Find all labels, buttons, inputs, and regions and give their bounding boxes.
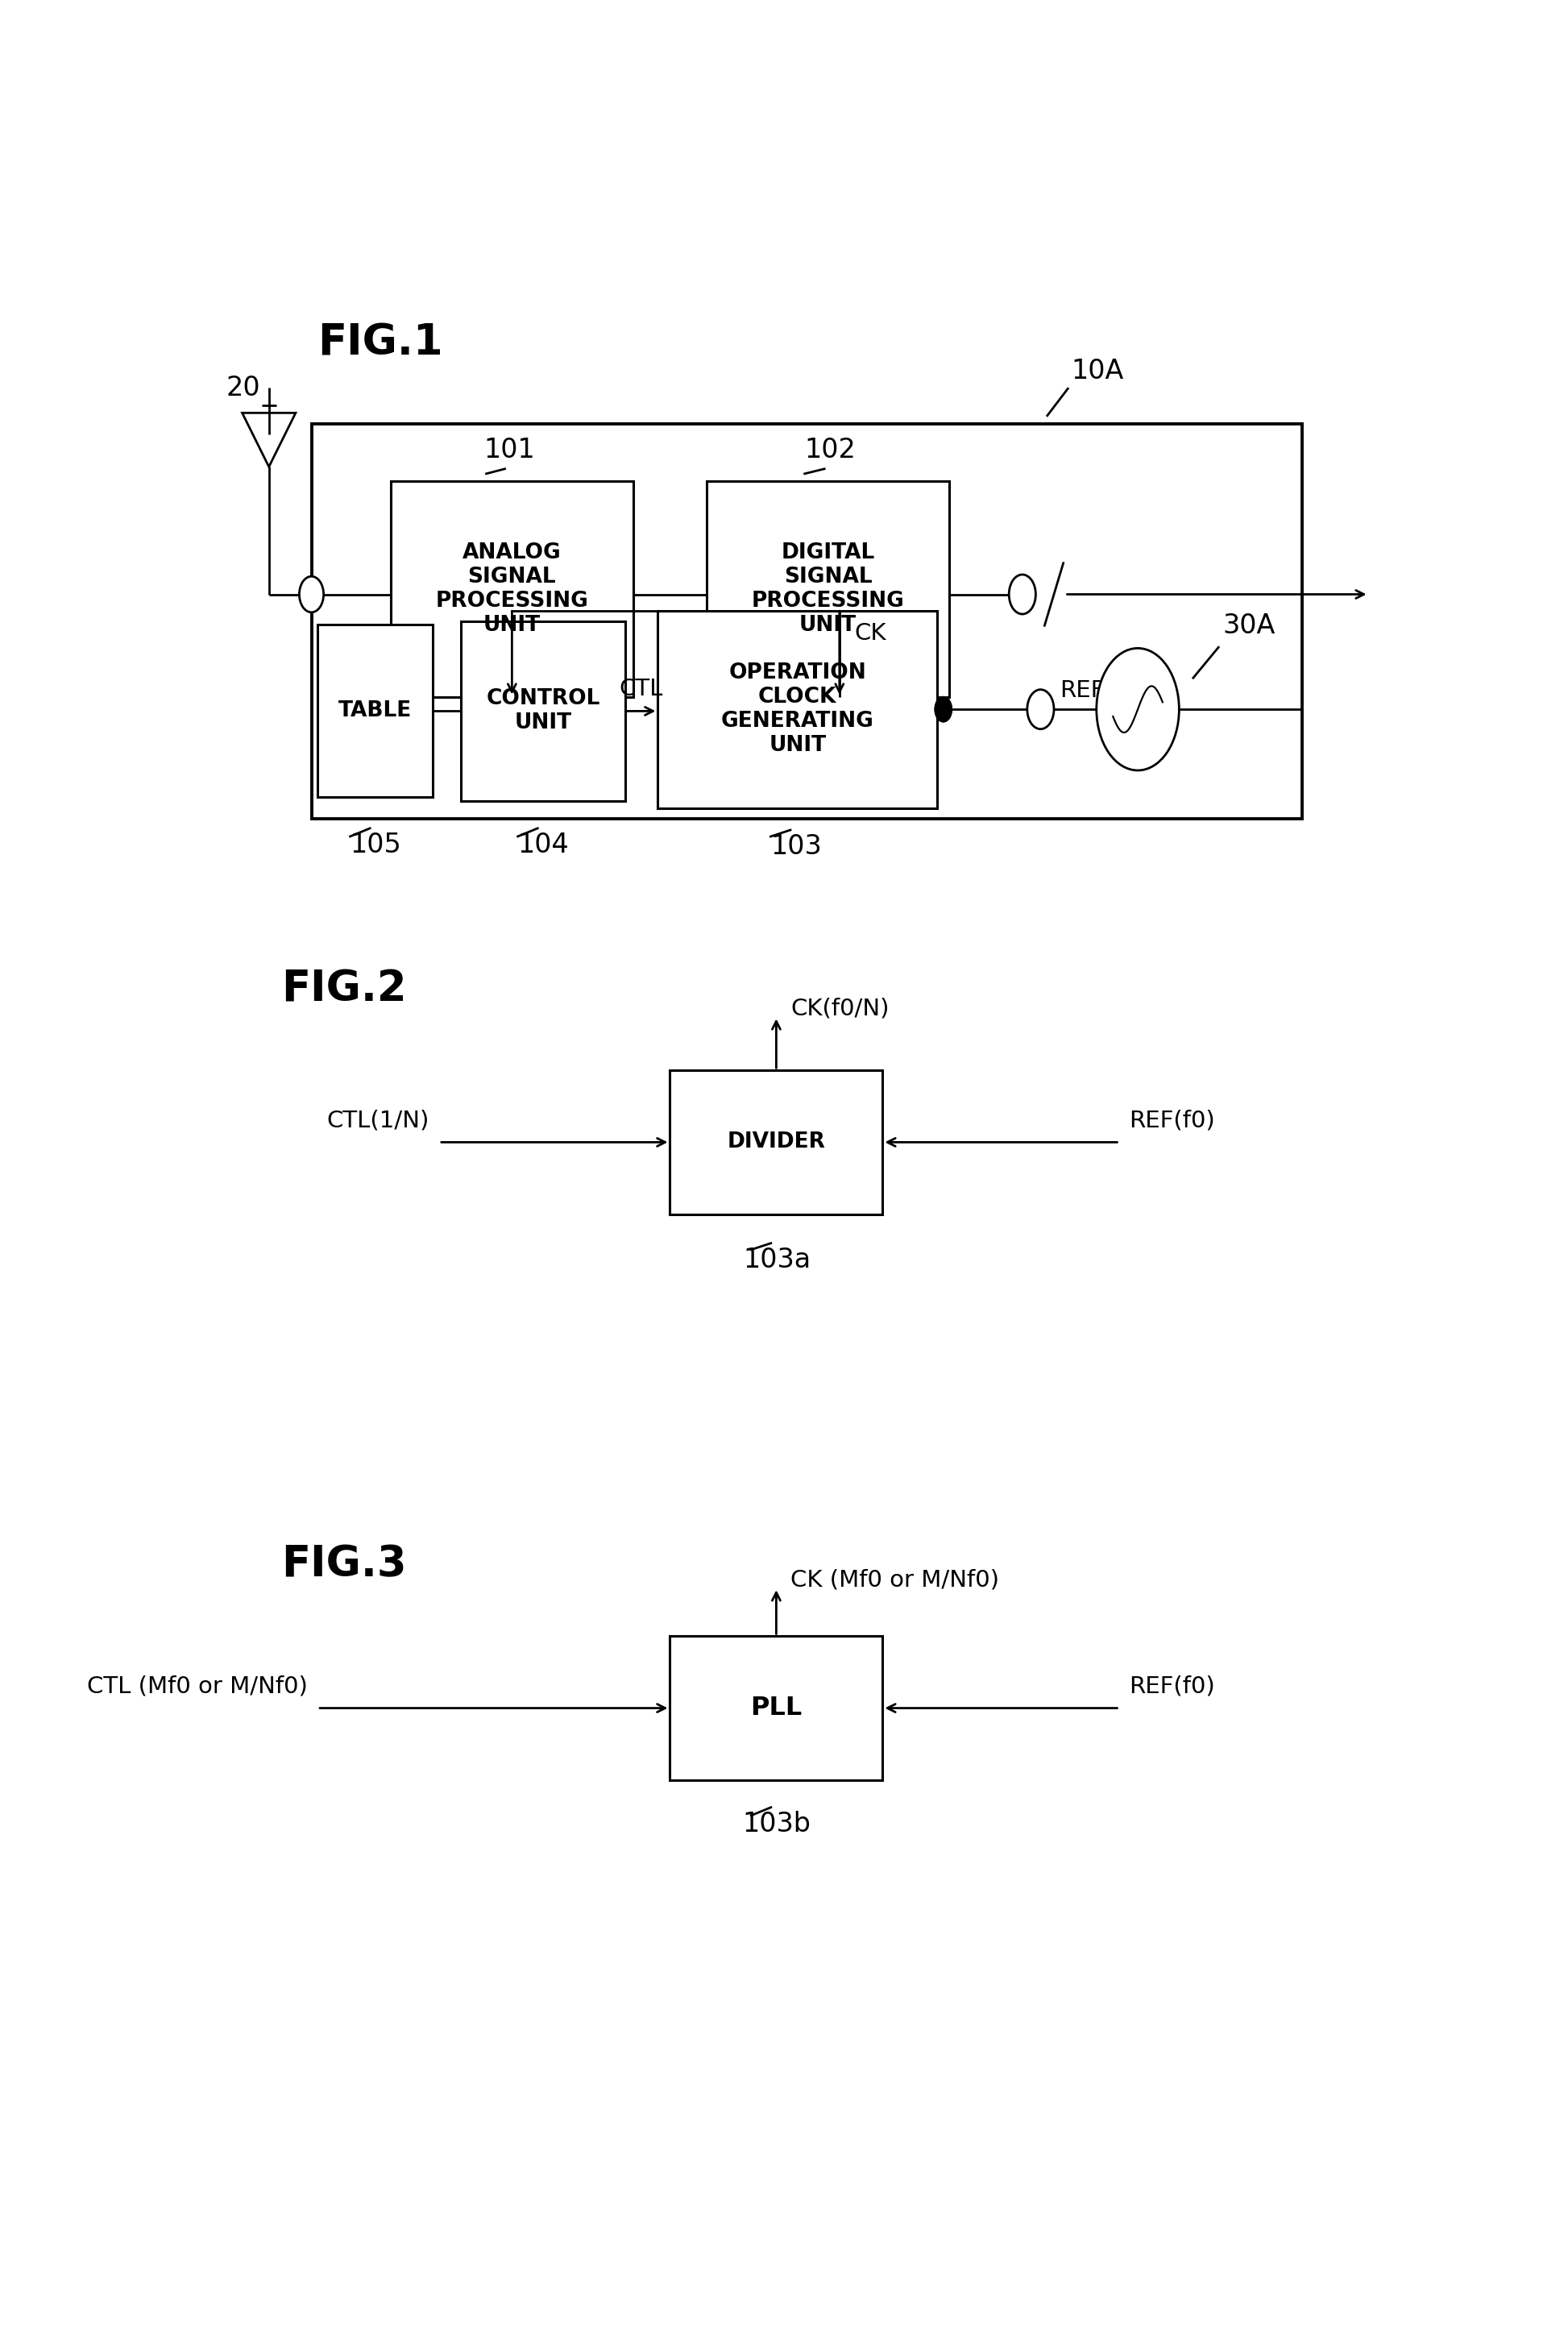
Text: CK: CK [855, 623, 886, 644]
Text: 103a: 103a [743, 1246, 811, 1274]
Text: CONTROL
UNIT: CONTROL UNIT [486, 688, 601, 733]
Text: FIG.3: FIG.3 [281, 1544, 406, 1586]
Text: OPERATION
CLOCK
GENERATING
UNIT: OPERATION CLOCK GENERATING UNIT [721, 663, 873, 756]
Text: REF(f0): REF(f0) [1129, 1675, 1215, 1698]
Text: 104: 104 [517, 831, 569, 859]
Text: 103: 103 [770, 833, 822, 861]
Text: CTL: CTL [619, 679, 663, 700]
Text: 101: 101 [485, 436, 535, 464]
Bar [670, 1635, 883, 1780]
Text: FIG.1: FIG.1 [318, 322, 442, 364]
Text: 102: 102 [804, 436, 856, 464]
Text: 103b: 103b [743, 1810, 811, 1836]
Bar [390, 481, 633, 698]
Text: CTL(1/N): CTL(1/N) [326, 1108, 430, 1132]
Text: REF(f0): REF(f0) [1129, 1108, 1215, 1132]
Text: REF: REF [1060, 679, 1104, 702]
Text: ANALOG
SIGNAL
PROCESSING
UNIT: ANALOG SIGNAL PROCESSING UNIT [436, 541, 588, 635]
Bar [670, 1071, 883, 1213]
Bar [461, 621, 626, 800]
Text: 105: 105 [350, 831, 401, 859]
Bar [706, 481, 950, 698]
Text: PLL: PLL [751, 1696, 803, 1722]
Circle shape [299, 576, 323, 611]
Text: DIVIDER: DIVIDER [728, 1132, 825, 1153]
Text: DIGITAL
SIGNAL
PROCESSING
UNIT: DIGITAL SIGNAL PROCESSING UNIT [751, 541, 905, 635]
Circle shape [935, 698, 952, 721]
Text: 10A: 10A [1071, 357, 1124, 385]
Bar [312, 425, 1301, 819]
Text: CK(f0/N): CK(f0/N) [790, 999, 889, 1020]
Bar [318, 625, 433, 798]
Text: CTL (Mf0 or M/Nf0): CTL (Mf0 or M/Nf0) [88, 1675, 307, 1698]
Text: 30A: 30A [1223, 614, 1275, 639]
Circle shape [1096, 649, 1179, 770]
Circle shape [1027, 691, 1054, 728]
Text: TABLE: TABLE [339, 700, 412, 721]
Circle shape [1008, 574, 1036, 614]
Text: FIG.2: FIG.2 [281, 968, 406, 1010]
Circle shape [935, 698, 952, 721]
Text: CK (Mf0 or M/Nf0): CK (Mf0 or M/Nf0) [790, 1568, 999, 1591]
Text: 20: 20 [226, 376, 260, 401]
Bar [659, 611, 938, 807]
